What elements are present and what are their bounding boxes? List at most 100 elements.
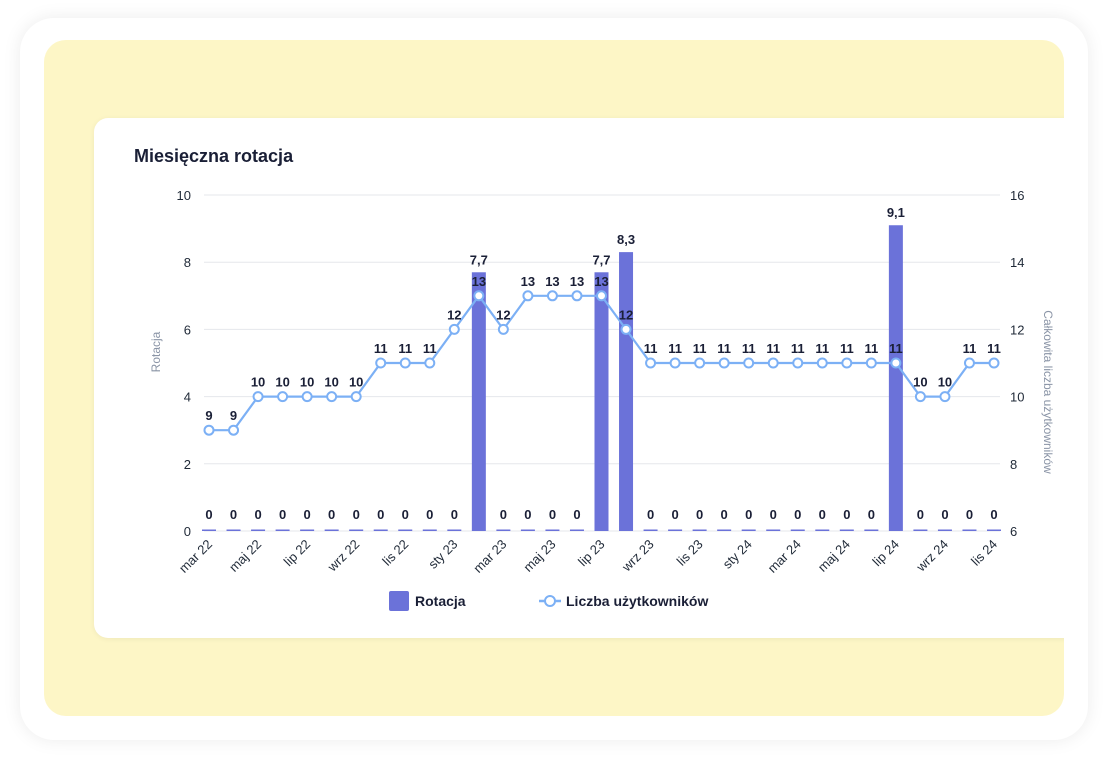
bar-data-label: 0 xyxy=(524,507,531,522)
y-tick-left: 2 xyxy=(184,457,191,472)
chart-title: Miesięczna rotacja xyxy=(134,146,294,166)
users-point xyxy=(399,357,411,369)
bar xyxy=(373,529,388,531)
bar xyxy=(790,529,805,531)
users-point xyxy=(277,391,289,403)
bar-data-label: 0 xyxy=(941,507,948,522)
bar-data-label: 0 xyxy=(279,507,286,522)
bar xyxy=(668,529,683,531)
y-tick-left: 10 xyxy=(177,188,191,203)
x-tick-label: sty 24 xyxy=(720,537,755,572)
users-data-label: 11 xyxy=(668,341,682,356)
background-panel: Miesięczna rotacja 0 0 0 0 0 0 0 0 0 0 0 7,7 0 0 0 0 7,7… xyxy=(44,40,1064,716)
x-tick-label: lip 22 xyxy=(281,537,314,570)
users-point xyxy=(865,357,877,369)
bar xyxy=(202,529,216,531)
users-point xyxy=(203,424,215,436)
users-point xyxy=(841,357,853,369)
users-point xyxy=(645,357,657,369)
users-data-label: 10 xyxy=(938,375,952,390)
x-tick-label: lis 23 xyxy=(674,537,706,569)
users-data-label: 10 xyxy=(913,375,927,390)
bar-data-label: 0 xyxy=(647,507,654,522)
bar xyxy=(888,225,903,531)
bar-data-label: 0 xyxy=(549,507,556,522)
x-tick-label: lis 24 xyxy=(968,537,1000,569)
y-tick-left: 6 xyxy=(184,322,191,337)
users-point xyxy=(743,357,755,369)
users-data-label: 11 xyxy=(791,341,805,356)
users-point xyxy=(718,357,730,369)
users-point xyxy=(596,290,607,302)
bar xyxy=(226,529,241,531)
users-data-label: 10 xyxy=(251,375,265,390)
users-point xyxy=(424,357,436,369)
bar xyxy=(643,529,658,531)
users-point xyxy=(228,424,240,436)
legend-line-marker xyxy=(544,595,556,607)
bar xyxy=(569,529,584,531)
bar xyxy=(864,529,879,531)
bar-data-label: 0 xyxy=(205,507,212,522)
bar xyxy=(251,529,266,531)
x-tick-label: lip 23 xyxy=(575,537,608,570)
legend-bar-label: Rotacja xyxy=(415,593,466,609)
bar xyxy=(741,529,756,531)
bar-data-label: 0 xyxy=(745,507,752,522)
bar xyxy=(471,272,486,531)
users-point xyxy=(963,357,975,369)
y-tick-left: 0 xyxy=(184,524,191,539)
users-data-label: 12 xyxy=(496,307,510,322)
bar-data-label: 0 xyxy=(794,507,801,522)
users-data-label: 11 xyxy=(693,341,707,356)
bar xyxy=(300,529,315,531)
users-point xyxy=(473,290,485,302)
bar-data-label: 0 xyxy=(990,507,997,522)
y-tick-right: 10 xyxy=(1010,390,1024,405)
bar-data-label: 0 xyxy=(254,507,261,522)
bar xyxy=(447,529,462,531)
bar xyxy=(913,529,928,531)
bar-data-label: 0 xyxy=(671,507,678,522)
x-tick-label: sty 23 xyxy=(425,537,460,572)
users-data-label: 11 xyxy=(644,341,658,356)
users-data-label: 11 xyxy=(742,341,756,356)
users-point xyxy=(669,357,681,369)
bar xyxy=(422,529,437,531)
y-tick-right: 14 xyxy=(1010,255,1024,270)
users-data-label: 10 xyxy=(324,375,338,390)
users-data-label: 11 xyxy=(987,341,1001,356)
users-data-label: 11 xyxy=(398,341,412,356)
y-axis-right-title: Całkowita liczba użytkowników xyxy=(1041,310,1055,474)
bar-data-label: 0 xyxy=(353,507,360,522)
users-data-label: 9 xyxy=(230,408,237,423)
bar xyxy=(398,529,413,531)
bar-data-label: 0 xyxy=(770,507,777,522)
bar xyxy=(962,529,977,531)
bar-data-label: 0 xyxy=(573,507,580,522)
users-data-label: 13 xyxy=(472,274,486,289)
x-tick-label: maj 24 xyxy=(815,537,853,575)
bar xyxy=(349,529,364,531)
users-point xyxy=(522,290,534,302)
users-point xyxy=(571,290,583,302)
bar-data-label: 0 xyxy=(500,507,507,522)
x-tick-label: lip 24 xyxy=(869,537,902,570)
users-point xyxy=(301,391,313,403)
bar-data-label: 0 xyxy=(696,507,703,522)
bar xyxy=(275,529,290,531)
users-data-label: 12 xyxy=(447,307,461,322)
bar xyxy=(692,529,707,531)
users-data-label: 13 xyxy=(521,274,535,289)
bar xyxy=(496,529,511,531)
bar-data-label: 0 xyxy=(868,507,875,522)
bar-data-label: 0 xyxy=(304,507,311,522)
users-data-label: 11 xyxy=(766,341,780,356)
bar xyxy=(324,529,339,531)
users-data-label: 11 xyxy=(423,341,437,356)
users-point xyxy=(890,357,902,369)
users-point xyxy=(620,323,632,335)
users-point xyxy=(252,391,264,403)
y-tick-left: 8 xyxy=(184,255,191,270)
users-point xyxy=(816,357,828,369)
